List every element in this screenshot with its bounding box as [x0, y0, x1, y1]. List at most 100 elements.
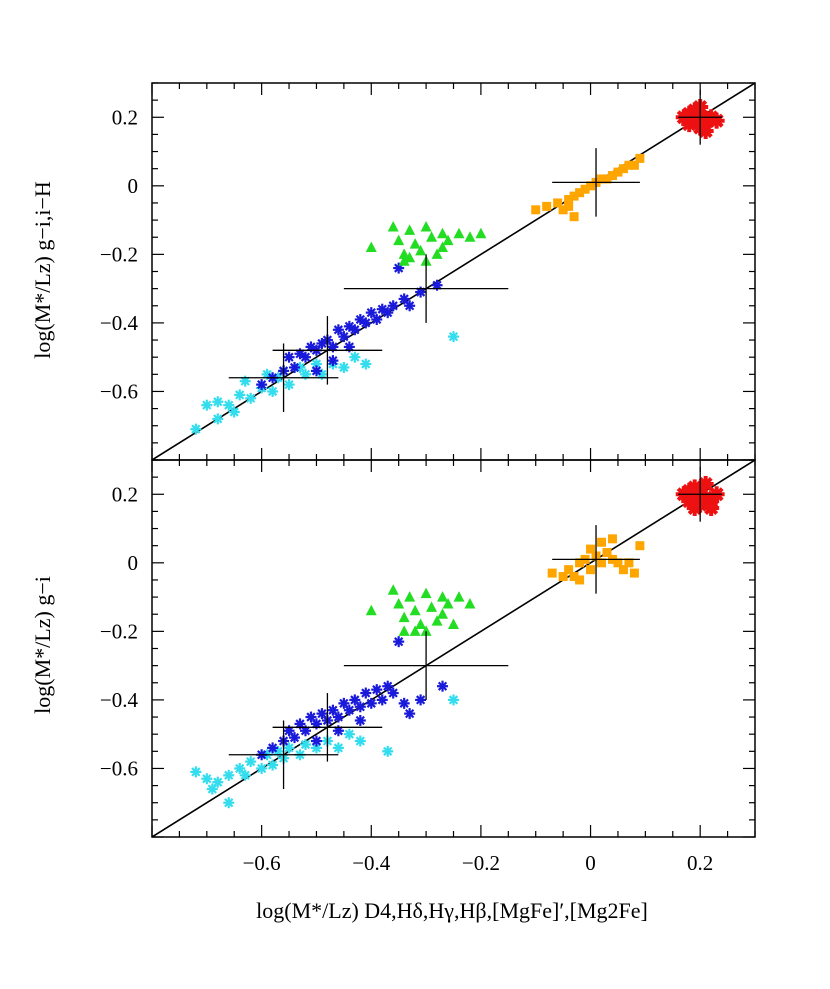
data-point [228, 406, 240, 418]
data-point [365, 697, 377, 709]
data-point [387, 584, 399, 595]
bottom-ylabel: log(M*/Lz) g−i [30, 576, 55, 714]
error-cross [552, 525, 640, 594]
data-point [398, 625, 410, 636]
data-point [256, 762, 268, 774]
data-point [234, 389, 246, 401]
data-point [602, 548, 612, 558]
error-cross [272, 316, 383, 385]
data-point [697, 122, 714, 139]
data-point [586, 565, 596, 575]
data-point [448, 694, 459, 706]
series-blue [256, 262, 443, 391]
data-point [223, 769, 235, 781]
data-point [448, 331, 459, 343]
y-tick-label: −0.2 [100, 242, 138, 266]
x-tick-label: 0 [585, 851, 596, 875]
data-point [575, 188, 585, 198]
data-point [365, 241, 377, 253]
data-point [338, 697, 350, 709]
y-tick-label: −0.4 [100, 688, 139, 712]
data-point [404, 251, 416, 263]
data-point [553, 198, 563, 208]
y-tick-label: −0.2 [100, 619, 138, 643]
data-point [575, 558, 585, 568]
data-point [564, 195, 574, 205]
data-point [398, 611, 410, 623]
data-point [404, 591, 416, 602]
data-point [607, 534, 617, 544]
data-point [464, 231, 476, 242]
data-point [624, 558, 634, 568]
data-point [580, 184, 590, 194]
y-tick-label: −0.6 [100, 379, 138, 403]
one-to-one-line [152, 83, 755, 460]
bottom-xlabel: log(M*/Lz) D4,Hδ,Hγ,Hβ,[MgFe]′,[Mg2Fe] [256, 898, 648, 923]
plot-area [152, 83, 755, 460]
data-point [607, 171, 617, 181]
y-tick-label: 0 [128, 174, 139, 198]
data-point [420, 587, 432, 599]
data-point [190, 766, 202, 778]
data-point [371, 684, 383, 696]
data-point [360, 317, 372, 329]
data-point [575, 575, 585, 585]
data-point [398, 255, 410, 266]
data-point [453, 591, 465, 602]
data-point [420, 220, 432, 232]
data-point [409, 604, 421, 616]
data-point [569, 212, 579, 222]
series-green [365, 220, 487, 266]
x-tick-label: −0.2 [462, 851, 500, 875]
error-cross [678, 466, 723, 522]
top-panel: 0.2 0 −0.2 −0.4 −0.6 [100, 82, 756, 461]
data-point [426, 601, 438, 612]
data-point [415, 618, 427, 630]
data-point [613, 167, 623, 177]
x-tick-label: −0.4 [352, 851, 391, 875]
data-point [597, 537, 607, 547]
data-point [338, 331, 350, 343]
data-point [681, 482, 698, 499]
data-point [442, 234, 454, 246]
data-point [569, 191, 579, 201]
data-point [564, 201, 574, 211]
data-point [398, 248, 410, 259]
data-point [283, 742, 295, 754]
data-point [409, 238, 421, 249]
error-cross [552, 148, 640, 217]
data-point [343, 728, 355, 740]
data-point [409, 625, 421, 636]
data-point [338, 361, 350, 373]
data-point [542, 201, 552, 211]
data-point [531, 205, 541, 215]
data-point [437, 241, 449, 253]
data-point [415, 244, 427, 256]
data-point [349, 351, 361, 363]
data-point [289, 732, 301, 744]
data-point [239, 769, 251, 781]
data-point [343, 341, 355, 353]
data-point [212, 413, 224, 425]
data-point [343, 320, 355, 332]
data-point [387, 687, 399, 699]
data-point [586, 181, 596, 191]
data-point [267, 742, 279, 754]
data-point [398, 697, 410, 709]
series-blue [256, 636, 449, 761]
data-point [426, 231, 438, 242]
data-point [354, 701, 366, 713]
data-point [327, 355, 339, 367]
x-tick-label: 0.2 [687, 851, 713, 875]
data-point [190, 423, 202, 435]
data-point [256, 379, 268, 391]
data-point [267, 759, 279, 771]
data-point [629, 568, 639, 578]
data-point [547, 568, 557, 578]
data-point [354, 714, 366, 726]
bottom-panel: 0.2 0 −0.2 −0.4 −0.6 −0.6 −0.4 −0.2 0 0.2 [100, 459, 756, 875]
data-point [703, 499, 720, 516]
data-point [635, 541, 645, 551]
data-point [267, 385, 279, 397]
data-point [201, 399, 213, 411]
